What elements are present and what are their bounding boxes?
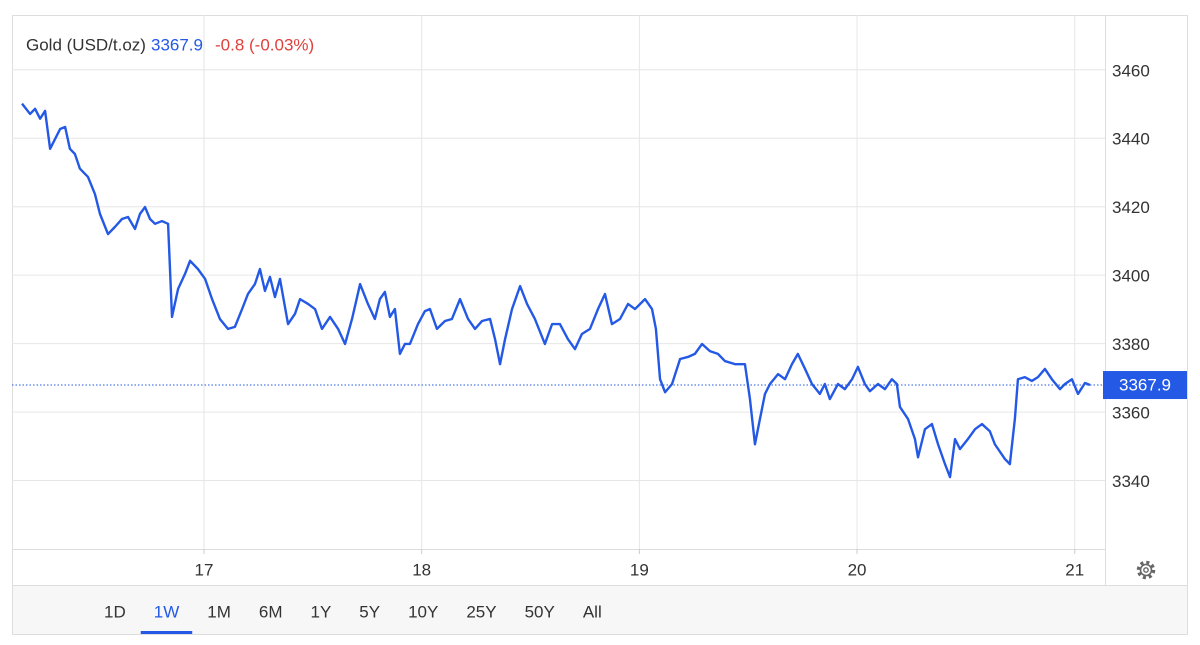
range-button[interactable]: All bbox=[583, 602, 602, 621]
x-tick-label: 17 bbox=[195, 560, 214, 579]
settings-icon[interactable] bbox=[1136, 560, 1156, 580]
range-buttons: 1D 1W 1M 6M 1Y 5Y 10Y 25Y 50Y All bbox=[104, 602, 602, 634]
x-tick-label: 21 bbox=[1065, 560, 1084, 579]
range-button[interactable]: 1Y bbox=[310, 602, 331, 621]
selected-indicator bbox=[140, 631, 193, 634]
gear-hub bbox=[1143, 567, 1149, 573]
x-tick-label: 19 bbox=[630, 560, 649, 579]
last-price-badge bbox=[1103, 371, 1187, 400]
range-button[interactable]: 5Y bbox=[359, 602, 380, 621]
range-button[interactable]: 25Y bbox=[466, 602, 496, 621]
y-tick-label: 3360 bbox=[1112, 404, 1150, 423]
range-button[interactable]: 50Y bbox=[525, 602, 555, 621]
x-tick-label: 20 bbox=[848, 560, 867, 579]
range-button[interactable]: 10Y bbox=[408, 602, 438, 621]
y-tick-label: 3340 bbox=[1112, 472, 1150, 491]
y-tick-label: 3380 bbox=[1112, 335, 1150, 354]
gear-ring bbox=[1139, 563, 1153, 577]
y-tick-label: 3400 bbox=[1112, 267, 1150, 286]
price-line bbox=[21, 102, 1091, 479]
last-price: 3367.9 bbox=[151, 35, 203, 54]
y-tick-label: 3460 bbox=[1112, 61, 1150, 80]
range-button[interactable]: 6M bbox=[259, 602, 283, 621]
range-bar bbox=[13, 586, 1187, 634]
last-price-label: 3367.9 bbox=[1119, 376, 1171, 395]
y-tick-label: 3440 bbox=[1112, 130, 1150, 149]
y-tick-label: 3420 bbox=[1112, 198, 1150, 217]
range-button[interactable]: 1W bbox=[154, 602, 180, 621]
chart-title: Gold (USD/t.oz) bbox=[26, 35, 146, 54]
grid bbox=[12, 15, 1105, 549]
plot bbox=[12, 102, 1105, 479]
gear-teeth bbox=[1136, 560, 1156, 580]
widget-frame bbox=[12, 15, 1188, 635]
x-tick-label: 18 bbox=[412, 560, 431, 579]
range-button[interactable]: 1D bbox=[104, 602, 126, 621]
range-button[interactable]: 1M bbox=[207, 602, 231, 621]
price-change: -0.8 (-0.03%) bbox=[215, 35, 314, 54]
